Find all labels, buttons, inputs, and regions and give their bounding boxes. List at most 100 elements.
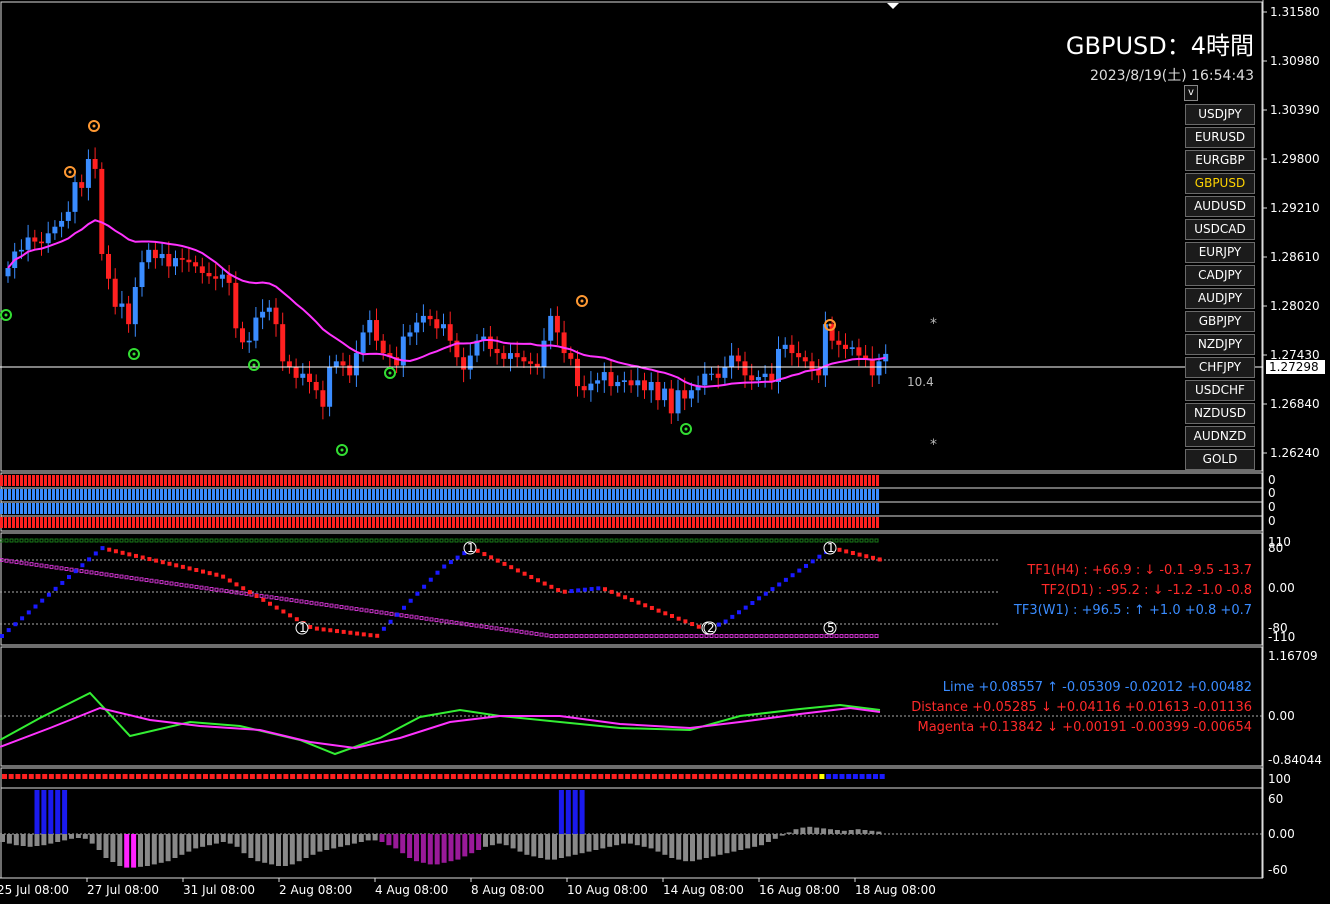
strength-bar [300, 489, 303, 500]
strength-bar [764, 489, 767, 500]
strength-bar [780, 475, 783, 486]
strength-bar [164, 517, 167, 528]
tf-magenta-dot [479, 624, 484, 629]
strength-bar [692, 503, 695, 514]
strength-bar [384, 475, 387, 486]
strength-bar [152, 489, 155, 500]
strength-bar [488, 517, 491, 528]
tf-wave-dot [629, 597, 634, 602]
symbol-button-audjpy[interactable]: AUDJPY [1185, 288, 1255, 309]
tf-magenta-dot [684, 634, 689, 638]
tf-wave-dot [536, 578, 540, 583]
strength-bar [788, 475, 791, 486]
strength-bar [828, 475, 831, 486]
tf-wave-dot [221, 574, 226, 579]
tf-wave-dot [649, 605, 654, 610]
strength-bar [492, 475, 495, 486]
strength-bar [512, 475, 515, 486]
tf-wave-dot [757, 596, 762, 601]
histogram-bar [655, 834, 661, 852]
strength-bar [824, 475, 827, 486]
strength-bar [228, 503, 231, 514]
tf-magenta-dot [49, 564, 54, 569]
tf-top-dot [874, 538, 879, 543]
strength-bar [32, 517, 35, 528]
symbol-button-audnzd[interactable]: AUDNZD [1185, 426, 1255, 447]
strength-bar [176, 517, 179, 528]
tf-wave-dot [60, 580, 65, 585]
symbol-button-usdcad[interactable]: USDCAD [1185, 219, 1255, 240]
strength-bar [548, 475, 551, 486]
symbol-button-eurjpy[interactable]: EURJPY [1185, 242, 1255, 263]
tf-wave-dot [636, 600, 641, 605]
symbol-button-gbpjpy[interactable]: GBPJPY [1185, 311, 1255, 332]
strength-bar [816, 503, 819, 514]
strength-bar [80, 503, 83, 514]
signal-dot [283, 774, 289, 779]
indicator-line-1: Lime +0.08557 ↑ -0.05309 -0.02012 +0.004… [942, 680, 1252, 695]
signal-dot [69, 774, 74, 779]
tf-wave-dot [422, 584, 427, 589]
strength-bar [324, 475, 327, 486]
histogram-bar [289, 834, 295, 865]
strength-bar [592, 503, 595, 514]
candle-body [789, 344, 795, 354]
strength-bar [780, 489, 783, 500]
tf-wave-dot [268, 601, 272, 606]
tf-magenta-dot [284, 597, 289, 602]
signal-dot [75, 774, 81, 779]
signal-dot [62, 774, 68, 779]
strength-bar [520, 489, 523, 500]
symbol-list-toggle[interactable]: v [1184, 85, 1198, 101]
histogram-bar [282, 834, 288, 866]
symbol-button-eurusd[interactable]: EURUSD [1185, 127, 1255, 148]
strength-bar [72, 489, 75, 500]
symbol-button-usdjpy[interactable]: USDJPY [1185, 104, 1255, 125]
tf-magenta-dot [424, 616, 429, 621]
strength-bar [404, 489, 407, 500]
strength-bar [684, 517, 687, 528]
tf-magenta-dot [874, 634, 879, 638]
strength-bar [772, 475, 775, 486]
tf-wave-dot [33, 604, 38, 609]
signal-dot [692, 774, 698, 779]
strength-bar [0, 489, 3, 500]
symbol-button-nzdjpy[interactable]: NZDJPY [1185, 334, 1255, 355]
hist-axis-label: 60 [1268, 792, 1283, 806]
signal-dot [491, 774, 497, 779]
tf-wave-dot [683, 619, 688, 624]
strength-bar [460, 503, 463, 514]
strength-bar [340, 517, 343, 528]
strength-bar [536, 517, 539, 528]
price-tick-label: 1.26840 [1270, 397, 1320, 411]
symbol-button-chfjpy[interactable]: CHFJPY [1185, 357, 1255, 378]
symbol-button-gold[interactable]: GOLD [1185, 449, 1255, 470]
strength-bar [248, 517, 251, 528]
histogram-bar [448, 834, 454, 862]
strength-bar [192, 517, 195, 528]
strength-bar [764, 503, 767, 514]
strength-bar [592, 489, 595, 500]
strength-bar [84, 475, 87, 486]
strength-bar [872, 517, 875, 528]
symbol-button-gbpusd[interactable]: GBPUSD [1185, 173, 1255, 194]
symbol-button-audusd[interactable]: AUDUSD [1185, 196, 1255, 217]
tf-top-dot [194, 538, 199, 543]
symbol-button-usdchf[interactable]: USDCHF [1185, 380, 1255, 401]
strength-bar [516, 475, 519, 486]
symbol-button-eurgbp[interactable]: EURGBP [1185, 150, 1255, 171]
moving-average-line [7, 219, 886, 388]
strength-bar [8, 503, 11, 514]
strength-bar [260, 517, 263, 528]
strength-bar [264, 489, 267, 500]
strength-bar [352, 475, 355, 486]
tf-top-dot [809, 538, 814, 543]
tf-top-dot [39, 538, 44, 543]
strength-bar [748, 489, 751, 500]
symbol-button-nzdusd[interactable]: NZDUSD [1185, 403, 1255, 424]
histogram-bar [200, 834, 206, 847]
strength-bar [336, 475, 339, 486]
strength-bar [692, 475, 695, 486]
tf-wave-dot [864, 554, 869, 559]
symbol-button-cadjpy[interactable]: CADJPY [1185, 265, 1255, 286]
